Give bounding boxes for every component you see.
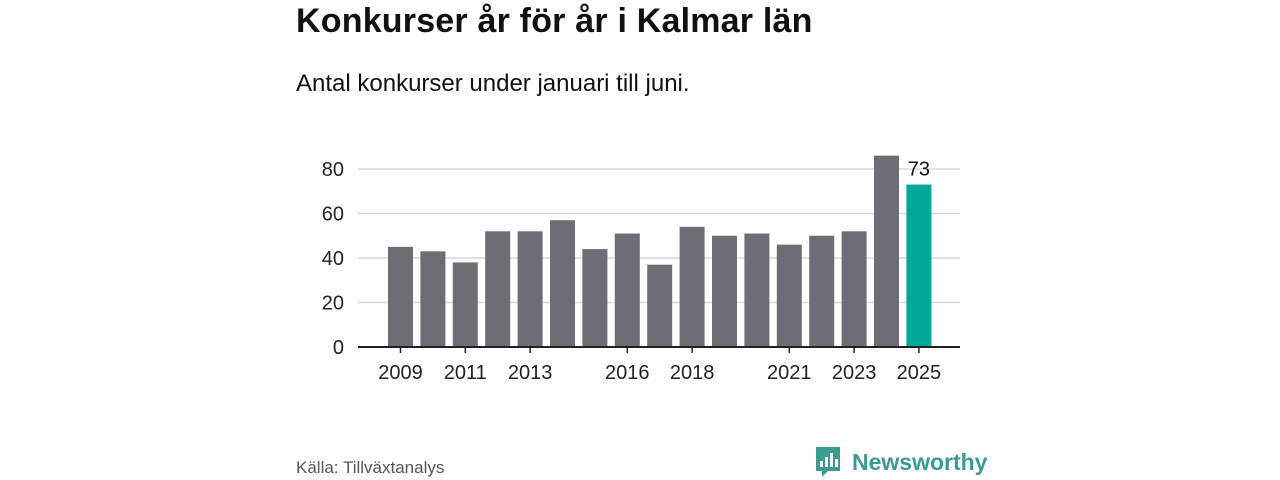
bar <box>517 231 543 347</box>
bar <box>841 231 867 347</box>
x-tick-label: 2023 <box>832 362 877 384</box>
source-note: Källa: Tillväxtanalys <box>296 458 445 477</box>
bar <box>744 233 770 347</box>
bar <box>582 249 608 347</box>
bar <box>550 220 575 347</box>
x-tick-label: 2025 <box>897 362 942 384</box>
data-label-highlight: 73 <box>908 159 930 181</box>
bar <box>452 262 478 347</box>
x-tick-label: 2011 <box>444 362 487 384</box>
y-tick-label: 40 <box>322 248 344 270</box>
bar <box>906 184 932 347</box>
bar <box>809 235 835 347</box>
y-tick-label: 60 <box>322 204 344 226</box>
bar <box>614 233 640 347</box>
bar <box>420 251 446 347</box>
bar <box>647 264 673 347</box>
newsworthy-logo-icon <box>816 447 840 477</box>
bar <box>874 155 899 347</box>
x-tick-label: 2018 <box>670 362 715 384</box>
brand-name: Newsworthy <box>852 448 988 475</box>
bar <box>388 246 413 347</box>
x-tick-label: 2013 <box>508 362 552 384</box>
bar <box>679 226 705 347</box>
x-tick-label: 2009 <box>378 362 423 384</box>
bar-chart: 0 20 40 60 80 2009 2011 2013 2016 2018 2021 2023 202… <box>322 155 960 384</box>
bar <box>712 235 737 347</box>
bar <box>776 244 802 347</box>
x-tick-label: 2021 <box>767 362 812 384</box>
y-tick-label: 0 <box>333 337 344 359</box>
x-tick-label: 2016 <box>605 362 650 384</box>
chart-subtitle: Antal konkurser under januari till juni. <box>296 70 690 97</box>
brand-logo[interactable]: Newsworthy <box>814 445 987 479</box>
y-tick-label: 80 <box>322 159 344 181</box>
y-tick-label: 20 <box>322 293 344 315</box>
bar <box>485 231 511 347</box>
chart-title: Konkurser år för år i Kalmar län <box>296 2 813 40</box>
